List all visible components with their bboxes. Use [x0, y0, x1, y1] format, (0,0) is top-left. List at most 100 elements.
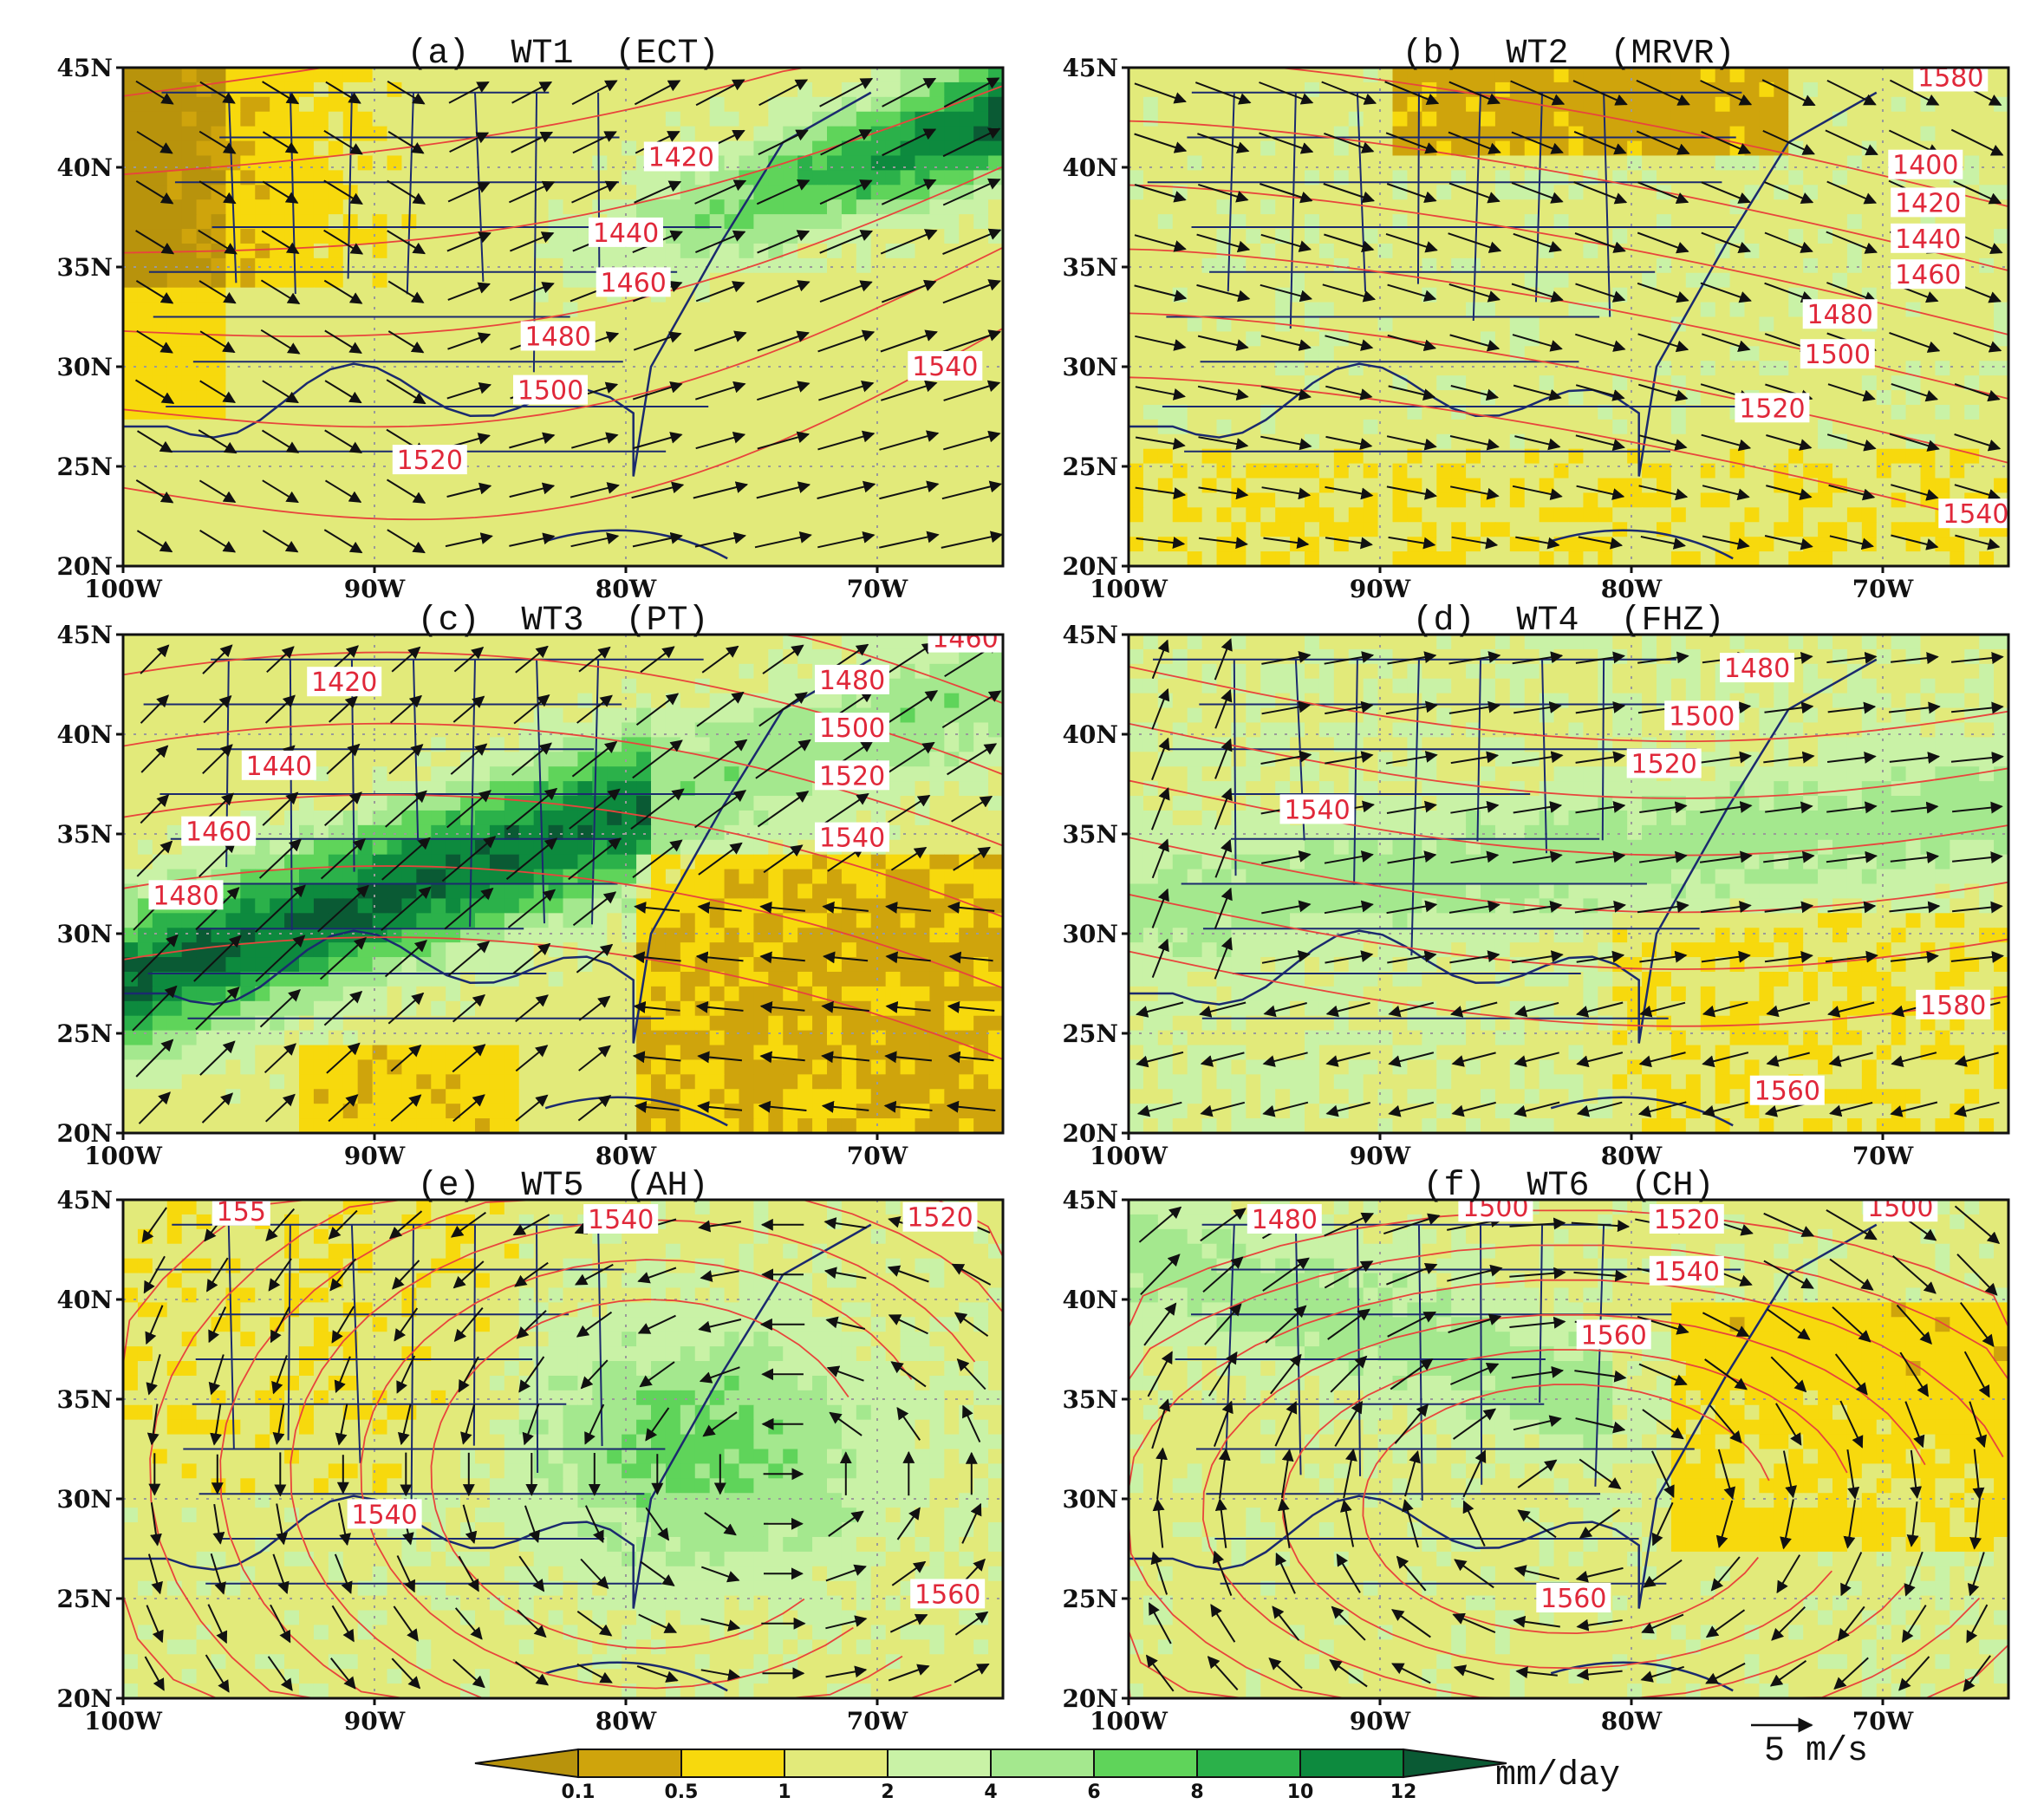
precip-cell [1539, 507, 1555, 523]
precip-cell [885, 331, 902, 347]
precip-cell [827, 331, 843, 347]
precip-cell [328, 257, 344, 274]
precip-cell [1846, 170, 1863, 186]
precip-cell [944, 214, 960, 230]
precip-cell [328, 433, 344, 450]
precip-cell [1407, 302, 1422, 318]
precip-cell [211, 522, 227, 537]
precip-cell [1318, 170, 1335, 186]
precip-cell [166, 707, 183, 724]
precip-cell [313, 375, 329, 391]
precip-cell [255, 537, 270, 552]
precip-cell [1583, 257, 1598, 274]
precip-cell [709, 419, 726, 435]
precip-cell [812, 257, 828, 274]
precip-cell [431, 185, 446, 200]
precip-cell [1744, 375, 1761, 391]
precip-cell [1553, 361, 1570, 376]
precip-cell [694, 722, 711, 738]
precip-cell [797, 448, 813, 465]
precip-cell [1246, 68, 1261, 83]
precip-cell [1509, 302, 1526, 318]
precip-cell [299, 648, 315, 665]
precip-cell [739, 155, 755, 171]
precip-cell [1950, 361, 1965, 376]
precip-cell [137, 111, 153, 127]
precip-cell [753, 463, 769, 479]
precip-cell [1891, 126, 1907, 142]
precip-cell [1305, 287, 1320, 303]
precip-cell [431, 346, 446, 361]
precip-cell [446, 361, 461, 376]
precip-cell [739, 375, 755, 391]
precip-cell [1290, 316, 1305, 333]
precip-cell [1803, 551, 1819, 566]
precip-cell [123, 507, 139, 523]
precip-cell [1363, 68, 1379, 83]
precip-cell [1964, 140, 1980, 157]
wind-vector [447, 181, 491, 203]
precip-cell [1612, 478, 1628, 494]
wind-vector [262, 479, 299, 504]
precip-cell [166, 678, 183, 694]
precip-cell [768, 257, 784, 274]
precip-cell [1920, 522, 1937, 537]
contour-label: 1480 [520, 321, 596, 353]
precip-cell [1481, 302, 1496, 318]
precip-cell [753, 635, 769, 650]
precip-cell [1201, 68, 1218, 83]
precip-cell [1803, 96, 1819, 113]
precip-cell [1290, 375, 1305, 391]
precip-cell [1642, 492, 1657, 508]
wind-vector [509, 432, 556, 449]
contour-label: 1520 [1735, 393, 1810, 424]
precip-cell [313, 537, 329, 552]
precip-cell [1950, 419, 1965, 435]
precip-cell [1466, 551, 1481, 566]
precip-cell [812, 433, 828, 450]
precip-cell [240, 199, 256, 215]
precip-cell [709, 302, 726, 318]
precip-cell [548, 722, 564, 738]
precip-cell [870, 185, 887, 200]
precip-cell [870, 287, 887, 303]
precip-cell [1759, 507, 1774, 523]
precip-cell [1788, 522, 1804, 537]
wind-vector [694, 531, 746, 548]
precip-cell [489, 361, 505, 376]
precip-cell [783, 448, 798, 465]
precip-cell [1774, 199, 1789, 215]
precip-cell [431, 648, 446, 665]
precip-cell [1524, 68, 1540, 83]
precip-cell [1392, 96, 1409, 113]
precip-cell [1729, 302, 1746, 318]
precip-cell [181, 635, 198, 650]
precip-cell [694, 68, 711, 83]
wind-vector [134, 379, 175, 404]
precip-cell [1759, 126, 1774, 142]
precip-cell [1818, 492, 1833, 508]
precip-cell [783, 463, 798, 479]
precip-cell [1129, 68, 1144, 83]
precip-cell [973, 287, 989, 303]
precip-cell [988, 302, 1003, 318]
precip-cell [1994, 257, 2008, 274]
precip-cell [1142, 199, 1159, 215]
precip-cell [1627, 155, 1643, 171]
precip-cell [475, 551, 491, 566]
precip-cell [460, 507, 476, 523]
precip-cell [739, 635, 755, 650]
precip-cell [1979, 346, 1995, 361]
precip-cell [1509, 522, 1526, 537]
precip-cell [1436, 375, 1452, 391]
precip-cell [533, 678, 550, 694]
precip-cell [1832, 257, 1848, 274]
precip-cell [1290, 551, 1305, 566]
precip-cell [973, 272, 989, 289]
precip-cell [255, 737, 270, 752]
precip-cell [1729, 507, 1746, 523]
precip-cell [357, 81, 374, 98]
precip-cell [1612, 375, 1628, 391]
precip-cell [1979, 361, 1995, 376]
precip-cell [1509, 243, 1526, 259]
